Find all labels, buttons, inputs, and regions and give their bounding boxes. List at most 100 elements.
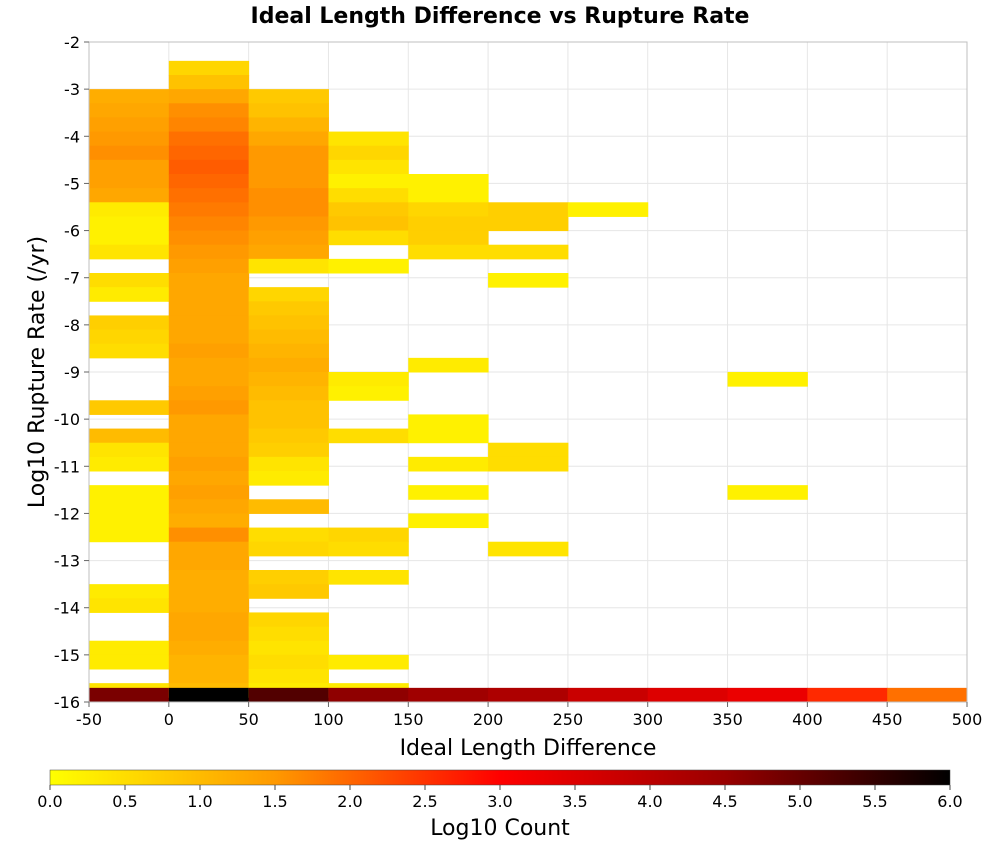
heatmap-cell	[168, 202, 250, 217]
heatmap-cell	[887, 687, 968, 703]
x-tick-label: 300	[632, 710, 663, 729]
heatmap-cell	[248, 244, 329, 260]
colorbar-tick-label: 5.0	[787, 792, 812, 811]
x-tick-label: 0	[164, 710, 174, 729]
heatmap-cell	[248, 357, 329, 373]
y-tick-label: -5	[64, 174, 80, 193]
heatmap-cell	[408, 188, 489, 203]
heatmap-cell	[168, 654, 250, 670]
heatmap-cell	[168, 428, 250, 444]
heatmap-cell	[328, 654, 409, 670]
heatmap-cell	[89, 103, 170, 118]
heatmap-cell	[168, 159, 250, 175]
heatmap-cell	[89, 687, 170, 703]
heatmap-cell	[168, 244, 250, 260]
heatmap-cell	[168, 669, 250, 684]
heatmap-cell	[168, 273, 250, 288]
heatmap-cell	[89, 145, 170, 161]
x-tick-label: 100	[313, 710, 344, 729]
heatmap-cell	[89, 202, 170, 217]
heatmap-cell	[647, 687, 729, 703]
colorbar-tick-label: 1.5	[262, 792, 287, 811]
heatmap-cell	[248, 414, 329, 430]
x-tick-label: -50	[76, 710, 102, 729]
heatmap-cell	[168, 456, 250, 472]
heatmap-cell	[168, 103, 250, 118]
heatmap-cell	[168, 287, 250, 302]
heatmap-cell	[168, 60, 250, 76]
heatmap-cells	[89, 60, 968, 703]
heatmap-cell	[168, 117, 250, 133]
heatmap-cell	[328, 230, 409, 246]
heatmap-cell	[328, 131, 409, 147]
heatmap-cell	[328, 174, 409, 189]
heatmap-cell	[727, 687, 808, 703]
heatmap-cell	[89, 343, 170, 359]
x-tick-label: 400	[792, 710, 823, 729]
chart-title: Ideal Length Difference vs Rupture Rate	[251, 4, 750, 29]
heatmap-cell	[248, 230, 329, 246]
heatmap-cell	[168, 513, 250, 529]
heatmap-cell	[248, 626, 329, 642]
colorbar-tick-label: 4.0	[637, 792, 662, 811]
heatmap-cell	[408, 230, 489, 246]
y-tick-label: -16	[54, 693, 80, 712]
y-axis-ticks: -2 -3 -4 -5 -6 -7 -8 -9 -10 -11 -12 -13 -14 -15 -16	[54, 33, 89, 712]
heatmap-cell	[248, 527, 329, 543]
heatmap-cell	[408, 485, 489, 500]
heatmap-cell	[89, 244, 170, 260]
heatmap-cell	[328, 258, 409, 274]
heatmap-cell	[408, 216, 489, 232]
heatmap-cell	[567, 687, 649, 703]
heatmap-cell	[488, 202, 569, 217]
y-tick-label: -9	[64, 363, 80, 382]
heatmap-cell	[168, 89, 250, 104]
heatmap-cell	[168, 570, 250, 585]
heatmap-cell	[248, 612, 329, 628]
heatmap-cell	[168, 343, 250, 359]
heatmap-cell	[248, 343, 329, 359]
heatmap-cell	[488, 541, 569, 557]
heatmap-cell	[89, 216, 170, 232]
heatmap-cell	[328, 527, 409, 543]
heatmap-cell	[328, 202, 409, 217]
heatmap-cell	[168, 188, 250, 203]
y-tick-label: -2	[64, 33, 80, 52]
y-tick-label: -14	[54, 599, 80, 618]
heatmap-cell	[408, 513, 489, 529]
y-tick-label: -3	[64, 80, 80, 99]
x-tick-label: 450	[872, 710, 903, 729]
colorbar-tick-label: 5.5	[862, 792, 887, 811]
heatmap-cell	[488, 442, 569, 458]
heatmap-cell	[168, 230, 250, 246]
heatmap-cell	[248, 329, 329, 345]
heatmap-cell	[248, 541, 329, 557]
heatmap-cell	[248, 372, 329, 387]
heatmap-cell	[328, 188, 409, 203]
heatmap-cell	[248, 687, 329, 703]
heatmap-cell	[328, 541, 409, 557]
y-tick-label: -8	[64, 316, 80, 335]
heatmap-cell	[168, 131, 250, 147]
heatmap-cell	[408, 174, 489, 189]
heatmap-cell	[168, 174, 250, 189]
colorbar-tick-label: 0.5	[112, 792, 137, 811]
heatmap-cell	[727, 485, 808, 500]
heatmap-cell	[328, 216, 409, 232]
heatmap-cell	[89, 456, 170, 472]
heatmap-cell	[168, 442, 250, 458]
heatmap-cell	[248, 400, 329, 415]
heatmap-cell	[89, 117, 170, 133]
heatmap-cell	[89, 428, 170, 444]
heatmap-cell	[168, 612, 250, 628]
colorbar-tick-label: 2.0	[337, 792, 362, 811]
colorbar-tick-label: 0.0	[37, 792, 62, 811]
heatmap-cell	[168, 640, 250, 656]
heatmap-cell	[727, 372, 808, 387]
heatmap-cell	[248, 188, 329, 203]
heatmap-cell	[89, 329, 170, 345]
heatmap-cell	[488, 244, 569, 260]
heatmap-cell	[248, 428, 329, 444]
heatmap-cell	[488, 456, 569, 472]
